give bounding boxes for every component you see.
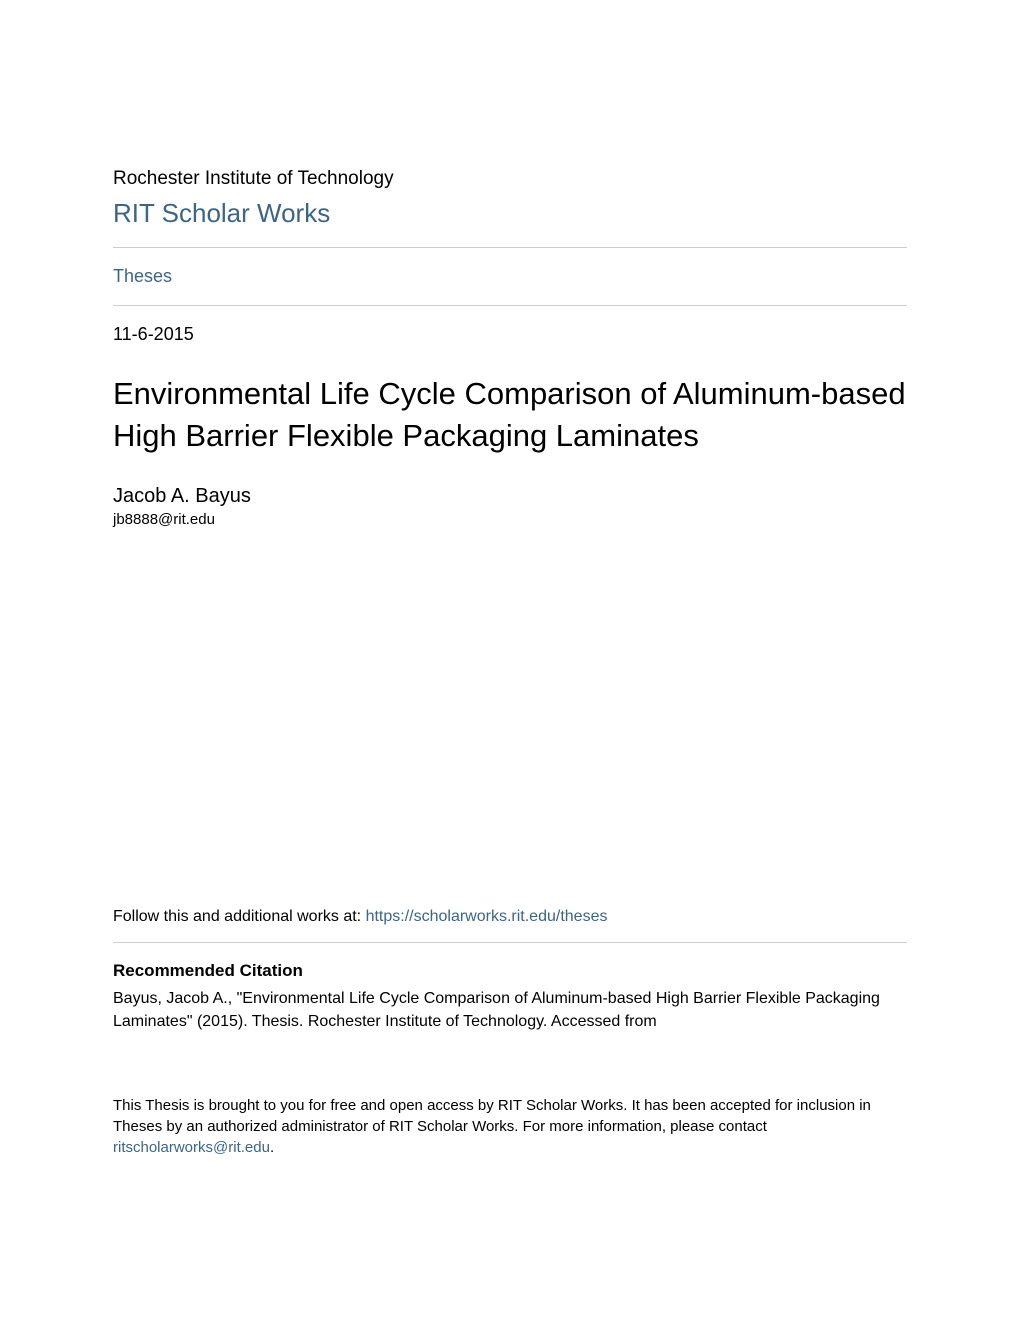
paper-title: Environmental Life Cycle Comparison of A… (113, 373, 907, 457)
author-email: jb8888@rit.edu (113, 511, 907, 528)
content-spacer (113, 528, 907, 908)
contact-email-link[interactable]: ritscholarworks@rit.edu (113, 1139, 270, 1156)
follow-prefix: Follow this and additional works at: (113, 908, 366, 925)
collection-theses-link[interactable]: Theses (113, 248, 907, 305)
institution-name: Rochester Institute of Technology (113, 168, 907, 190)
divider-citation (113, 942, 907, 943)
follow-works-text: Follow this and additional works at: htt… (113, 908, 907, 926)
access-prefix: This Thesis is brought to you for free a… (113, 1097, 871, 1135)
divider-bottom (113, 305, 907, 306)
citation-heading: Recommended Citation (113, 961, 907, 981)
access-statement: This Thesis is brought to you for free a… (113, 1095, 907, 1158)
page-container: Rochester Institute of Technology RIT Sc… (0, 0, 1020, 1218)
follow-works-link[interactable]: https://scholarworks.rit.edu/theses (366, 908, 608, 925)
publication-date: 11-6-2015 (113, 324, 907, 345)
access-suffix: . (270, 1139, 274, 1156)
author-name: Jacob A. Bayus (113, 485, 907, 508)
citation-text: Bayus, Jacob A., "Environmental Life Cyc… (113, 987, 907, 1033)
repository-link[interactable]: RIT Scholar Works (113, 198, 907, 229)
